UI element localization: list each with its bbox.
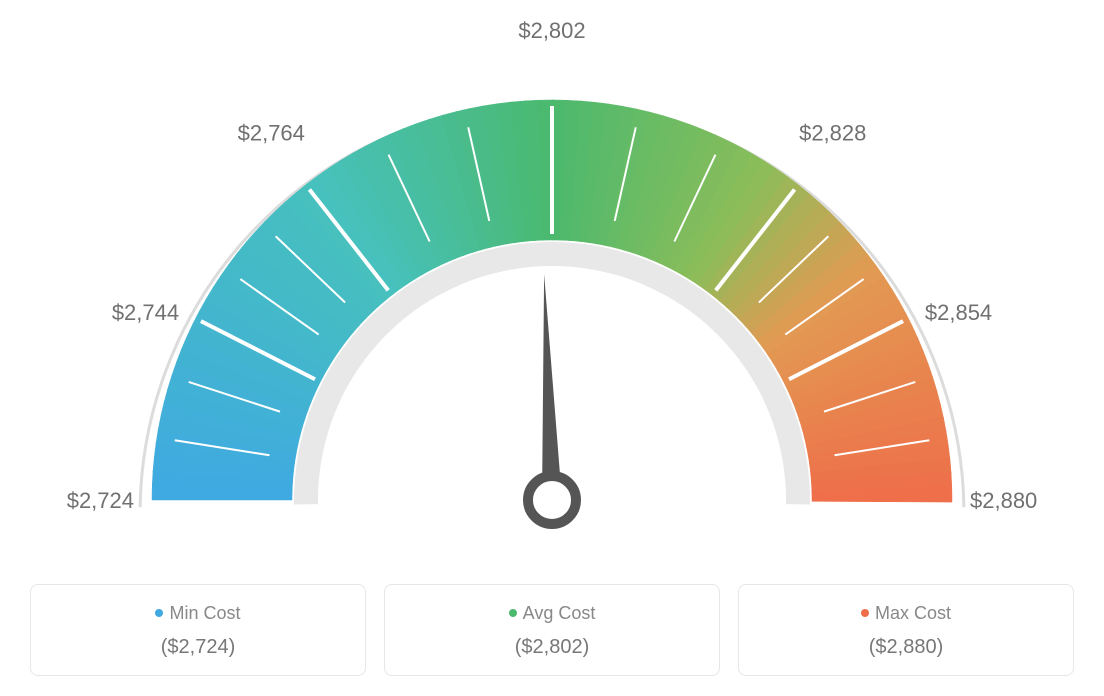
gauge-tick-label: $2,802: [518, 20, 585, 43]
avg-cost-card: Avg Cost ($2,802): [384, 584, 720, 676]
gauge-svg: $2,724 $2,744 $2,764 $2,802 $2,828 $2,854 $2,8…: [30, 20, 1074, 560]
avg-cost-label: Avg Cost: [523, 603, 596, 623]
min-dot-icon: [155, 609, 163, 617]
gauge-tick-label: $2,854: [925, 300, 992, 325]
max-cost-value: ($2,880): [755, 636, 1057, 659]
max-cost-label: Max Cost: [875, 603, 951, 623]
gauge-needle: [542, 274, 562, 500]
gauge-hub-icon: [528, 476, 576, 524]
min-cost-title: Min Cost: [47, 603, 349, 624]
min-cost-label: Min Cost: [169, 603, 240, 623]
max-cost-title: Max Cost: [755, 603, 1057, 624]
gauge-tick-label: $2,744: [112, 300, 179, 325]
avg-cost-value: ($2,802): [401, 636, 703, 659]
cost-cards-row: Min Cost ($2,724) Avg Cost ($2,802) Max …: [30, 584, 1074, 676]
avg-dot-icon: [509, 609, 517, 617]
min-cost-card: Min Cost ($2,724): [30, 584, 366, 676]
gauge-chart: $2,724 $2,744 $2,764 $2,802 $2,828 $2,854 $2,8…: [30, 20, 1074, 560]
gauge-tick-label: $2,724: [67, 488, 134, 513]
max-dot-icon: [861, 609, 869, 617]
gauge-tick-label: $2,828: [799, 121, 866, 146]
gauge-tick-label: $2,764: [238, 121, 305, 146]
avg-cost-title: Avg Cost: [401, 603, 703, 624]
max-cost-card: Max Cost ($2,880): [738, 584, 1074, 676]
gauge-tick-label: $2,880: [970, 488, 1037, 513]
min-cost-value: ($2,724): [47, 636, 349, 659]
